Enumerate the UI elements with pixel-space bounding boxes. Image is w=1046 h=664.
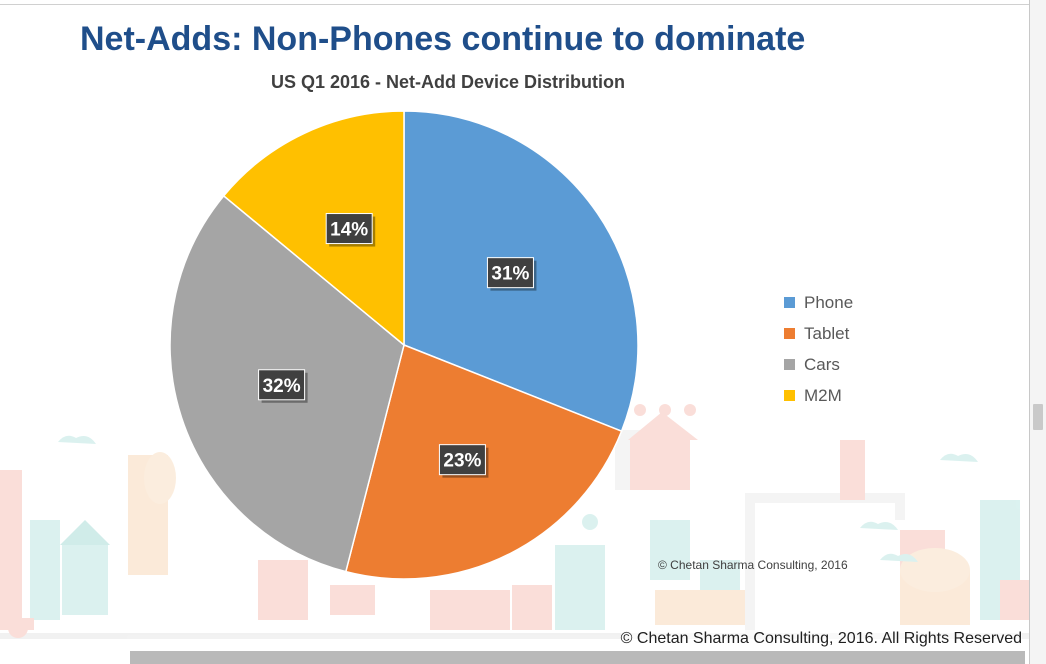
pie-slice-m2m [222,110,405,347]
legend-label-tablet: Tablet [804,323,850,343]
data-label-box [438,444,486,476]
data-label-box [486,257,534,289]
legend-item-phone: Phone [784,287,894,318]
legend-label-m2m: M2M [804,385,842,405]
legend-label-phone: Phone [804,292,854,312]
chart-legend: Phone Tablet Cars M2M [780,284,894,414]
slide-title: Net-Adds: Non-Phones continue to dominat… [80,20,806,58]
legend-swatch-phone [784,297,795,308]
legend-swatch-m2m [784,390,795,401]
legend-item-cars: Cars [784,349,894,380]
data-label-text: 23% [443,451,481,472]
legend-swatch-cars [784,359,795,370]
legend-label-cars: Cars [804,354,840,374]
chart-credit: © Chetan Sharma Consulting, 2016 [658,558,848,572]
legend-item-m2m: M2M [784,380,894,411]
slide-footer-copyright: © Chetan Sharma Consulting, 2016. All Ri… [620,630,1022,648]
legend-item-tablet: Tablet [784,318,894,349]
pie-slices [169,110,639,580]
data-label-box [325,213,373,245]
scrollbar-track[interactable] [1030,0,1046,664]
data-label-tablet: 23% [438,444,489,478]
data-label-phone: 31% [486,257,537,291]
window-edge-line [1029,0,1030,664]
data-label-m2m: 14% [325,213,376,247]
data-label-cars: 32% [258,369,308,403]
data-label-text: 32% [263,376,301,397]
top-rule [0,4,1030,5]
pie-data-labels: 31% 23% 32% 14% [258,213,537,478]
chart-title: US Q1 2016 - Net-Add Device Distribution [270,72,626,92]
data-label-text: 14% [330,220,368,241]
horizontal-scrollbar[interactable] [130,651,1025,664]
data-label-box [258,369,306,401]
scrollbar-thumb[interactable] [1033,404,1043,430]
legend-swatch-tablet [784,328,795,339]
data-label-text: 31% [491,264,529,285]
